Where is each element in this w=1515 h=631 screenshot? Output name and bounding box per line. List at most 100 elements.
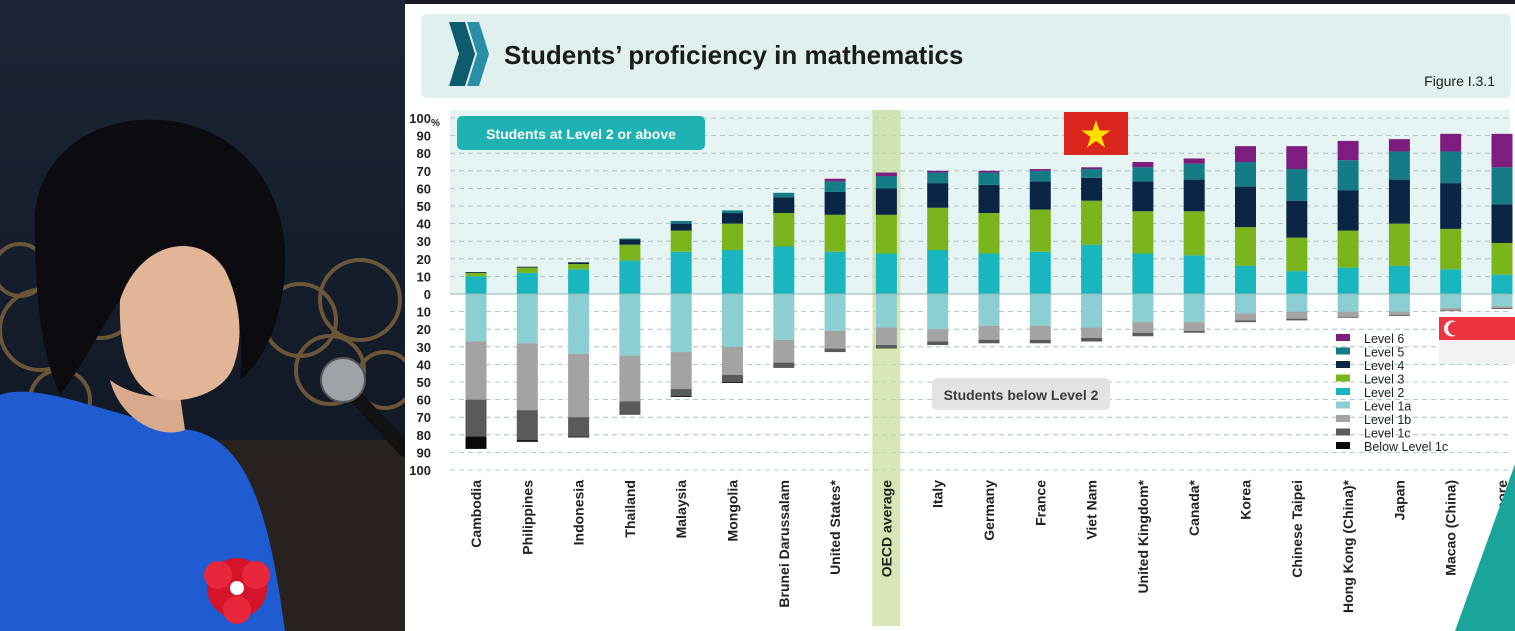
gridlines <box>450 117 1510 471</box>
bar-segment <box>875 253 897 294</box>
bar-segment <box>978 184 1000 214</box>
bar-segment <box>875 188 897 215</box>
bar-segment <box>722 374 743 382</box>
bar-segment <box>927 183 949 208</box>
bar-segment <box>1029 170 1051 182</box>
y-tick-label: 30 <box>417 234 431 249</box>
bar-segment <box>1337 190 1359 231</box>
y-tick-label: 30 <box>417 340 431 355</box>
y-tick-label: 100 <box>409 111 431 126</box>
bar-segment <box>619 355 641 402</box>
bar-segment <box>1183 211 1205 256</box>
bar-segment <box>978 170 1000 173</box>
bar-segment <box>978 294 1000 326</box>
bar-segment <box>978 253 1000 294</box>
bar-stack <box>927 170 949 346</box>
bar-segment <box>1132 332 1154 337</box>
bar-segment <box>773 339 795 363</box>
bar-segment <box>1132 162 1154 168</box>
vietnam-flag-icon <box>1064 112 1128 155</box>
bar-segment <box>465 272 487 277</box>
bar-segment <box>670 220 692 224</box>
bar-segment <box>1235 146 1256 162</box>
bar-segment <box>568 294 590 354</box>
bar-stack <box>619 238 641 415</box>
bar-segment <box>568 436 590 438</box>
bar-segment <box>1081 169 1103 178</box>
below-annotation-label: Students below Level 2 <box>944 387 1099 403</box>
bar-segment <box>875 176 897 189</box>
bar-stack <box>722 210 743 383</box>
category-label: United Kingdom* <box>1135 479 1151 593</box>
bar-segment <box>1081 244 1103 294</box>
bar-segment <box>1491 274 1513 294</box>
bar-stack <box>1029 169 1051 344</box>
bar-stack <box>1081 167 1103 342</box>
bar-segment <box>1132 322 1154 333</box>
bar-segment <box>465 276 487 294</box>
bar-segment <box>1132 181 1154 212</box>
bar-segment <box>1388 139 1410 152</box>
bar-segment <box>516 272 538 294</box>
y-tick-label: 100 <box>409 463 431 478</box>
bar-stack <box>1491 133 1513 309</box>
bar-segment <box>619 401 641 414</box>
bar-segment <box>1440 294 1462 309</box>
bar-stack <box>1286 146 1308 321</box>
y-tick-label: 20 <box>417 252 431 267</box>
bar-segment <box>1235 186 1256 228</box>
bar-segment <box>516 294 538 344</box>
bar-segment <box>1029 251 1051 294</box>
bar-segment <box>1286 200 1308 238</box>
y-tick-label: 20 <box>417 322 431 337</box>
bar-segment <box>1183 255 1205 294</box>
bar-segment <box>670 389 692 397</box>
bar-segment <box>824 191 846 215</box>
bar-segment <box>1235 313 1256 321</box>
bar-segment <box>927 329 949 342</box>
y-tick-label: 90 <box>417 129 431 144</box>
figure-label: Figure I.3.1 <box>1424 73 1495 89</box>
bar-segment <box>1440 151 1462 184</box>
bar-segment <box>670 223 692 231</box>
y-tick-label: 10 <box>417 269 431 284</box>
bar-segment <box>927 294 949 330</box>
bar-segment <box>1029 339 1051 344</box>
category-label: Indonesia <box>571 480 587 546</box>
bar-segment <box>1029 181 1051 210</box>
category-label: Malaysia <box>673 480 689 539</box>
y-tick-label: 60 <box>417 393 431 408</box>
bar-segment <box>1029 294 1051 326</box>
bar-segment <box>1183 163 1205 180</box>
bar-segment <box>568 269 590 294</box>
slide: Students’ proficiency in mathematics Fig… <box>405 4 1515 631</box>
legend-swatch <box>1336 428 1350 436</box>
category-label: Japan <box>1391 480 1407 520</box>
bar-segment <box>773 197 795 214</box>
category-label: Germany <box>981 480 997 541</box>
legend-label: Below Level 1c <box>1364 440 1448 454</box>
bar-segment <box>1235 294 1256 314</box>
bar-segment <box>516 343 538 411</box>
bar-segment <box>978 339 1000 344</box>
bar-segment <box>978 325 1000 340</box>
bar-segment <box>670 230 692 252</box>
bar-segment <box>1183 158 1205 164</box>
bar-segment <box>824 294 846 331</box>
bar-segment <box>978 213 1000 254</box>
bar-segment <box>1132 167 1154 182</box>
bar-segment <box>1235 320 1256 323</box>
category-label: France <box>1032 480 1048 526</box>
category-label: Hong Kong (China)* <box>1340 479 1356 613</box>
bar-stack <box>875 172 897 349</box>
legend-label: Level 2 <box>1364 386 1404 400</box>
bar-segment <box>1183 294 1205 323</box>
legend-swatch <box>1336 442 1350 449</box>
legend-label: Level 1b <box>1364 413 1411 427</box>
bar-segment <box>1337 311 1359 317</box>
singapore-flag-icon <box>1439 317 1515 364</box>
bar-segment <box>568 264 590 270</box>
bar-segment <box>516 440 538 442</box>
bar-segment <box>824 348 846 353</box>
bar-segment <box>1491 306 1513 309</box>
